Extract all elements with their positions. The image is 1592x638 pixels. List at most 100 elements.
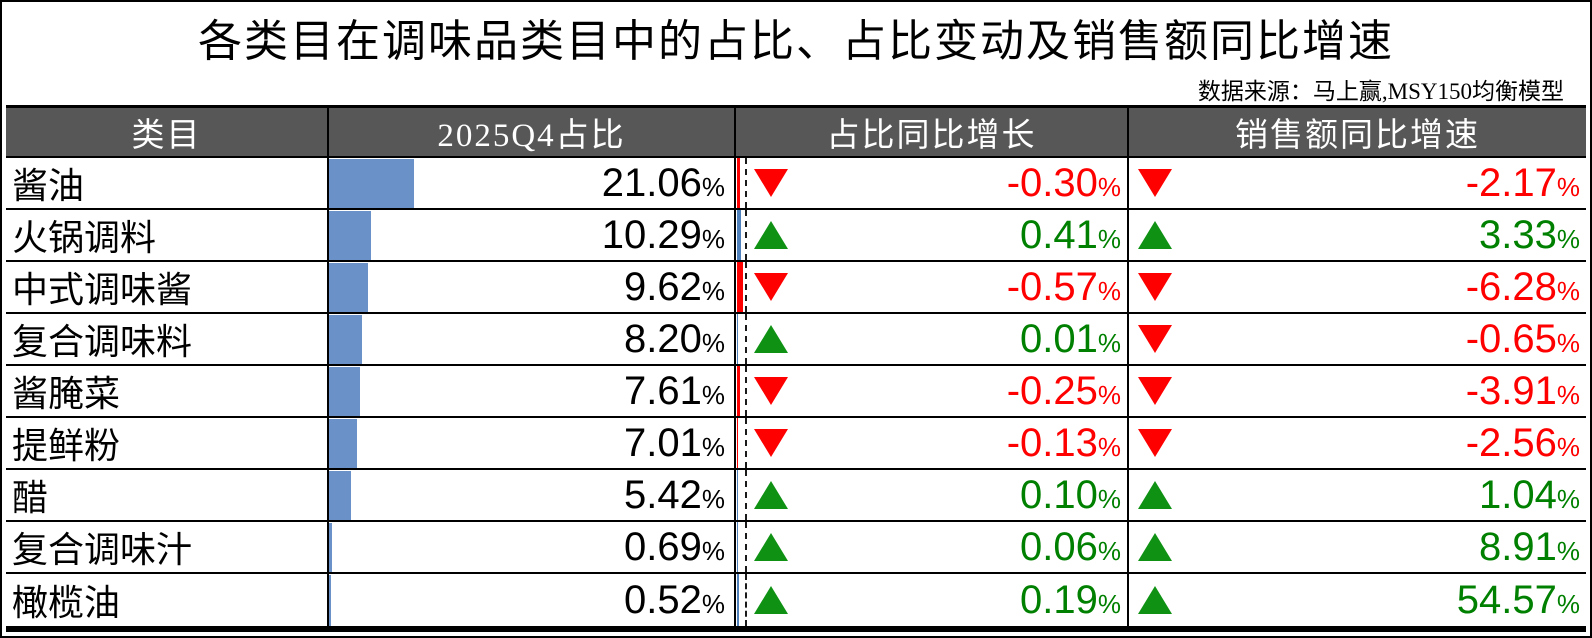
category-label: 复合调味料: [12, 322, 193, 362]
share-value: 10.29%: [601, 213, 725, 257]
down-triangle-icon: [1138, 429, 1172, 457]
change-data-bar: [737, 210, 742, 260]
down-triangle-icon: [754, 273, 788, 301]
category-cell: 酱腌菜: [6, 366, 329, 416]
share-data-bar: [329, 419, 358, 468]
share-change-value: 0.19%: [1020, 578, 1121, 622]
sales-growth-cell: 1.04%: [1129, 470, 1586, 520]
share-change-cell: -0.57%: [736, 262, 1129, 312]
sales-growth-cell: -0.65%: [1129, 314, 1586, 364]
down-triangle-icon: [1138, 273, 1172, 301]
down-triangle-icon: [754, 169, 788, 197]
change-data-bar: [737, 366, 740, 416]
share-change-value: 0.41%: [1020, 213, 1121, 257]
sales-growth-value: -0.65%: [1465, 317, 1580, 361]
table-row: 醋 5.42% 0.10% 1.04%: [6, 470, 1586, 522]
category-label: 橄榄油: [12, 583, 121, 623]
share-value: 9.62%: [624, 265, 725, 309]
sales-growth-value: -3.91%: [1465, 369, 1580, 413]
table-row: 中式调味酱 9.62% -0.57% -6.28%: [6, 262, 1586, 314]
change-data-bar: [737, 522, 738, 572]
sales-growth-value: -2.56%: [1465, 421, 1580, 465]
sales-growth-cell: 54.57%: [1129, 574, 1586, 626]
up-triangle-icon: [1138, 481, 1172, 509]
share-cell: 0.69%: [329, 522, 736, 572]
category-cell: 醋: [6, 470, 329, 520]
share-data-bar: [329, 211, 371, 260]
share-change-value: 0.06%: [1020, 525, 1121, 569]
share-change-cell: 0.19%: [736, 574, 1129, 626]
category-cell: 酱油: [6, 158, 329, 208]
up-triangle-icon: [1138, 586, 1172, 614]
share-cell: 0.52%: [329, 574, 736, 626]
change-axis-line: [736, 418, 747, 468]
share-data-bar: [329, 575, 332, 626]
category-cell: 复合调味汁: [6, 522, 329, 572]
share-data-bar: [329, 159, 415, 208]
share-value: 21.06%: [601, 161, 725, 205]
share-change-cell: 0.01%: [736, 314, 1129, 364]
data-table: 类目 2025Q4占比 占比同比增长 销售额同比增速 酱油 21.06% -0.…: [6, 105, 1586, 632]
header-share-change: 占比同比增长: [736, 108, 1129, 156]
header-share: 2025Q4占比: [329, 108, 736, 156]
share-change-cell: -0.25%: [736, 366, 1129, 416]
change-data-bar: [737, 418, 739, 468]
up-triangle-icon: [754, 481, 788, 509]
table-row: 橄榄油 0.52% 0.19% 54.57%: [6, 574, 1586, 626]
header-sales-growth: 销售额同比增速: [1235, 118, 1480, 154]
share-cell: 9.62%: [329, 262, 736, 312]
up-triangle-icon: [754, 221, 788, 249]
share-change-cell: 0.06%: [736, 522, 1129, 572]
share-change-value: 0.10%: [1020, 473, 1121, 517]
down-triangle-icon: [754, 429, 788, 457]
category-label: 火锅调料: [12, 218, 157, 258]
category-cell: 橄榄油: [6, 574, 329, 626]
category-label: 中式调味酱: [12, 270, 193, 310]
category-cell: 火锅调料: [6, 210, 329, 260]
table-row: 酱腌菜 7.61% -0.25% -3.91%: [6, 366, 1586, 418]
share-data-bar: [329, 315, 363, 364]
share-cell: 10.29%: [329, 210, 736, 260]
category-label: 酱腌菜: [12, 374, 121, 414]
header-category: 类目: [6, 108, 329, 156]
change-data-bar: [737, 262, 743, 312]
change-data-bar: [737, 158, 740, 208]
change-axis-line: [736, 210, 747, 260]
change-axis-line: [736, 158, 747, 208]
share-cell: 7.61%: [329, 366, 736, 416]
share-change-cell: 0.41%: [736, 210, 1129, 260]
change-axis-line: [736, 470, 747, 520]
category-cell: 复合调味料: [6, 314, 329, 364]
down-triangle-icon: [1138, 325, 1172, 353]
sales-growth-cell: 8.91%: [1129, 522, 1586, 572]
table-row: 火锅调料 10.29% 0.41% 3.33%: [6, 210, 1586, 262]
share-value: 5.42%: [624, 473, 725, 517]
table-row: 复合调味汁 0.69% 0.06% 8.91%: [6, 522, 1586, 574]
share-change-value: -0.57%: [1006, 265, 1121, 309]
share-value: 0.69%: [624, 525, 725, 569]
share-cell: 8.20%: [329, 314, 736, 364]
table-header-row: 类目 2025Q4占比 占比同比增长 销售额同比增速: [6, 108, 1586, 158]
down-triangle-icon: [1138, 169, 1172, 197]
category-cell: 中式调味酱: [6, 262, 329, 312]
category-label: 提鲜粉: [12, 426, 121, 466]
category-label: 复合调味汁: [12, 530, 193, 570]
category-label: 酱油: [12, 166, 85, 206]
change-axis-line: [736, 522, 747, 572]
change-data-bar: [737, 314, 738, 364]
share-data-bar: [329, 471, 351, 520]
sales-growth-value: -6.28%: [1465, 265, 1580, 309]
down-triangle-icon: [754, 377, 788, 405]
sales-growth-cell: -2.56%: [1129, 418, 1586, 468]
change-data-bar: [737, 470, 738, 520]
change-axis-line: [736, 574, 747, 626]
share-change-value: 0.01%: [1020, 317, 1121, 361]
sales-growth-cell: 3.33%: [1129, 210, 1586, 260]
up-triangle-icon: [1138, 221, 1172, 249]
sales-growth-cell: -2.17%: [1129, 158, 1586, 208]
share-cell: 5.42%: [329, 470, 736, 520]
table-row: 提鲜粉 7.01% -0.13% -2.56%: [6, 418, 1586, 470]
share-change-value: -0.13%: [1006, 421, 1121, 465]
down-triangle-icon: [1138, 377, 1172, 405]
